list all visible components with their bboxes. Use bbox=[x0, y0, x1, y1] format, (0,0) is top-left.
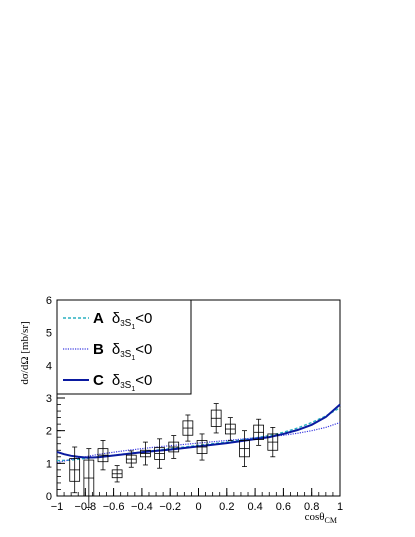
curves-layer bbox=[56, 403, 341, 464]
legend-label-part: 1 bbox=[131, 355, 135, 362]
data-point bbox=[239, 430, 250, 468]
legend-label-part: δ bbox=[112, 310, 120, 327]
x-tick-label: 1 bbox=[337, 501, 343, 513]
legend-label-part: <0 bbox=[135, 372, 152, 389]
x-tick-label: −1 bbox=[51, 501, 64, 513]
data-point bbox=[97, 440, 109, 471]
x-tick-label: −0.8 bbox=[74, 501, 96, 513]
curve-b bbox=[56, 421, 341, 464]
legend-label-part: A bbox=[93, 310, 104, 327]
x-tick-label: −0.2 bbox=[159, 501, 181, 513]
y-tick-label: 1 bbox=[46, 458, 52, 470]
legend-label-part: 3 bbox=[120, 350, 125, 359]
data-point bbox=[224, 417, 236, 441]
x-tick-label: −0.6 bbox=[103, 501, 125, 513]
curve-c bbox=[56, 403, 341, 459]
legend-label-part: S bbox=[125, 318, 132, 329]
legend-label-part: 1 bbox=[131, 386, 135, 393]
data-point bbox=[182, 414, 194, 442]
data-point bbox=[210, 403, 222, 434]
y-tick-label: 3 bbox=[46, 393, 52, 405]
data-point bbox=[140, 441, 151, 466]
y-axis-title: dσ/dΩ [mb/sr] bbox=[19, 321, 31, 384]
legend-label-part: S bbox=[125, 349, 132, 360]
legend-label-part: 3 bbox=[120, 381, 125, 390]
x-tick-label: 0.4 bbox=[247, 501, 262, 513]
data-point bbox=[69, 446, 81, 494]
y-tick-label: 0 bbox=[46, 491, 52, 503]
data-point bbox=[83, 448, 95, 508]
legend-label-part: 3 bbox=[120, 319, 125, 328]
x-tick-label: 0.2 bbox=[219, 501, 234, 513]
y-tick-label: 2 bbox=[46, 426, 52, 438]
legend-label-part: S bbox=[125, 380, 132, 391]
data-points-layer bbox=[69, 403, 279, 508]
data-point bbox=[253, 418, 264, 446]
legend-box bbox=[56, 299, 192, 395]
data-point bbox=[196, 433, 208, 461]
legend-label-part: δ bbox=[112, 341, 120, 358]
legend-label-part: C bbox=[93, 372, 104, 389]
data-point bbox=[267, 426, 279, 458]
data-point bbox=[125, 450, 137, 468]
x-axis-title-sub: CM bbox=[325, 516, 337, 525]
data-point bbox=[111, 465, 123, 483]
data-point bbox=[154, 438, 165, 469]
curve-a bbox=[56, 407, 341, 462]
x-axis-title-main: cosθ bbox=[305, 511, 325, 523]
legend-label-part: δ bbox=[112, 372, 120, 389]
x-tick-label: 0.6 bbox=[276, 501, 291, 513]
y-tick-label: 5 bbox=[46, 328, 52, 340]
legend-label-part: <0 bbox=[135, 310, 152, 327]
legend-label-part: B bbox=[93, 341, 104, 358]
x-tick-label: 0.8 bbox=[304, 501, 319, 513]
data-point bbox=[168, 435, 180, 459]
y-tick-label: 4 bbox=[46, 360, 52, 372]
legend-label-part: 1 bbox=[131, 324, 135, 331]
legend-label-part: <0 bbox=[135, 341, 152, 358]
x-axis-title: cosθCM bbox=[305, 511, 337, 525]
x-tick-label: 0 bbox=[195, 501, 201, 513]
x-tick-label: −0.4 bbox=[131, 501, 153, 513]
y-tick-label: 6 bbox=[46, 295, 52, 307]
